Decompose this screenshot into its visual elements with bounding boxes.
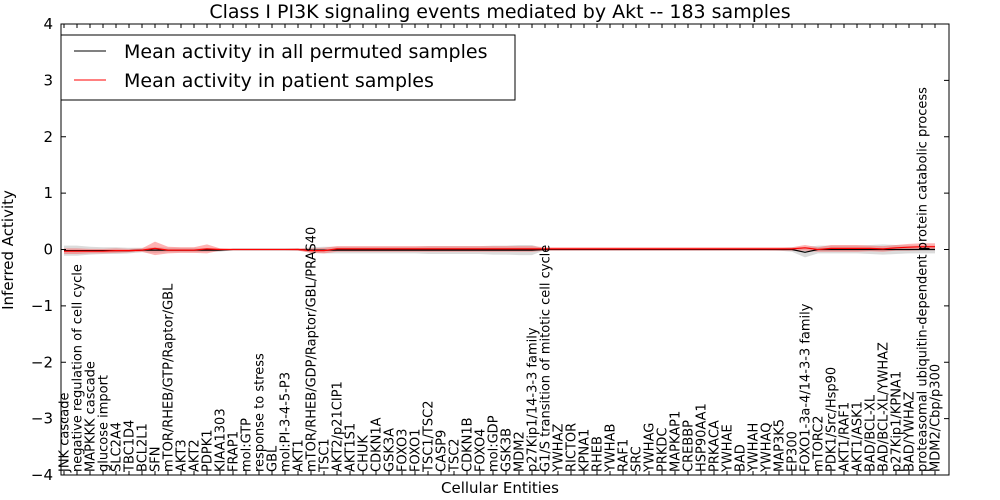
category-label: JNK cascade [58, 393, 73, 473]
category-label: glucose import [97, 375, 112, 472]
category-label: PDPK1 [201, 430, 216, 473]
line-series-1 [64, 246, 935, 252]
y-tick-label: 0 [43, 241, 53, 259]
category-label: EP300 [786, 431, 801, 472]
category-label: RAF1 [617, 439, 632, 472]
category-label: MDM2/Cbp/p300 [929, 364, 944, 472]
y-tick-label: −3 [31, 410, 53, 428]
category-label: FOXO1 [409, 429, 424, 472]
category-label: SRC [630, 446, 645, 472]
legend-label-permuted: Mean activity in all permuted samples [124, 41, 487, 63]
x-axis-label: Cellular Entities [441, 479, 559, 497]
category-label: BCL2L1 [136, 423, 151, 472]
category-label: BAD [734, 444, 749, 472]
y-tick-label: 2 [43, 128, 53, 146]
category-label: G1/S transition of mitotic cell cycle [539, 245, 554, 472]
series-lines [64, 246, 935, 253]
category-label: FOXO3 [396, 429, 411, 472]
category-label: AKT2/p21CIP1 [331, 381, 346, 472]
category-label: TBC1D4 [123, 420, 138, 473]
category-label: CHUK [357, 435, 372, 472]
category-label: mTOR/RHEB/GTP/Raptor/GBL [162, 283, 177, 472]
category-label: mTOR/RHEB/GDP/Raptor/GBL/PRAS40 [305, 227, 320, 472]
category-label: FOXO4 [474, 429, 489, 472]
legend-label-patient: Mean activity in patient samples [124, 70, 434, 92]
y-tick-label: 3 [43, 71, 53, 89]
legend: Mean activity in all permuted samples Me… [60, 34, 516, 101]
category-label: AKT1 [292, 439, 307, 472]
category-label: CASP9 [435, 430, 450, 472]
category-label: TSC1/TSC2 [422, 401, 437, 473]
x-axis [63, 24, 936, 475]
category-label: TSC2 [448, 438, 463, 473]
category-label: AKT1/RAF1 [838, 402, 853, 472]
legend-box [60, 34, 516, 101]
category-label: GSK3B [500, 428, 515, 472]
category-label: KPNA1 [578, 429, 593, 472]
category-label: mol:GDP [487, 415, 502, 472]
category-label: BAD/BCL-XL/YWHAZ [877, 342, 892, 472]
y-tick-label: 4 [43, 15, 53, 33]
category-label: SLC2A4 [110, 422, 125, 472]
category-label: PRKACA [708, 420, 723, 472]
y-tick-label: 1 [43, 184, 53, 202]
category-label: PRKDC [656, 428, 671, 472]
category-label: MDM2 [513, 431, 528, 472]
category-label: CDKN1B [461, 417, 476, 472]
category-label: YWHAB [604, 424, 619, 473]
category-label: YWHAH [747, 423, 762, 473]
category-label: CREBBP [682, 420, 697, 472]
category-label: FOXO1-3a-4/14-3-3 family [799, 303, 814, 472]
category-label: AKT1S1 [344, 423, 359, 472]
category-label: YWHAE [721, 424, 736, 473]
category-label: response to stress [253, 353, 268, 472]
category-label: mTORC2 [812, 415, 827, 472]
category-label: AKT3 [175, 439, 190, 472]
category-label: CDKN1A [370, 417, 385, 472]
category-label: MAPKAP1 [669, 411, 684, 472]
category-label: AKT2 [188, 439, 203, 472]
category-label: BAD/YWHAZ [903, 391, 918, 472]
category-label: PDK1/Src/Hsp90 [825, 367, 840, 472]
category-label: BAD/BCL-XL [864, 394, 879, 472]
category-label: SFN [149, 447, 164, 472]
y-axis: −4 −3 −2 −1 0 1 2 3 4 [31, 15, 949, 484]
category-label: negative regulation of cell cycle [71, 264, 86, 472]
category-label: MAPKKK cascade [84, 361, 99, 472]
category-label: RICTOR [565, 423, 580, 472]
category-label: mol:GTP [240, 418, 255, 472]
category-label: YWHAQ [760, 423, 775, 473]
category-label: p27Kip1/KPNA1 [890, 371, 905, 472]
y-tick-label: −2 [31, 353, 53, 371]
category-label: AKT1/ASK1 [851, 401, 866, 472]
y-tick-label: −4 [31, 466, 53, 484]
category-label: TSC1 [318, 438, 333, 473]
category-label: p27Kip1/14-3-3 family [526, 327, 541, 472]
category-label: proteasomal ubiquitin-dependent protein … [916, 87, 931, 472]
category-label: mol:PI-3-4-5-P3 [279, 372, 294, 472]
y-axis-label: Inferred Activity [0, 190, 17, 310]
chart-title: Class I PI3K signaling events mediated b… [209, 1, 790, 23]
category-label: GSK3A [383, 428, 398, 472]
category-label: MAP3K5 [773, 419, 788, 472]
category-label: YWHAG [643, 423, 658, 473]
category-label: RHEB [591, 436, 606, 472]
band-series-0 [64, 244, 935, 258]
y-tick-label: −1 [31, 297, 53, 315]
category-label: FRAP1 [227, 431, 242, 472]
category-label: HSP90AA1 [695, 403, 710, 472]
category-label: GBL [266, 445, 281, 472]
category-label: YWHAZ [552, 424, 567, 473]
category-label: KIAA1303 [214, 408, 229, 472]
